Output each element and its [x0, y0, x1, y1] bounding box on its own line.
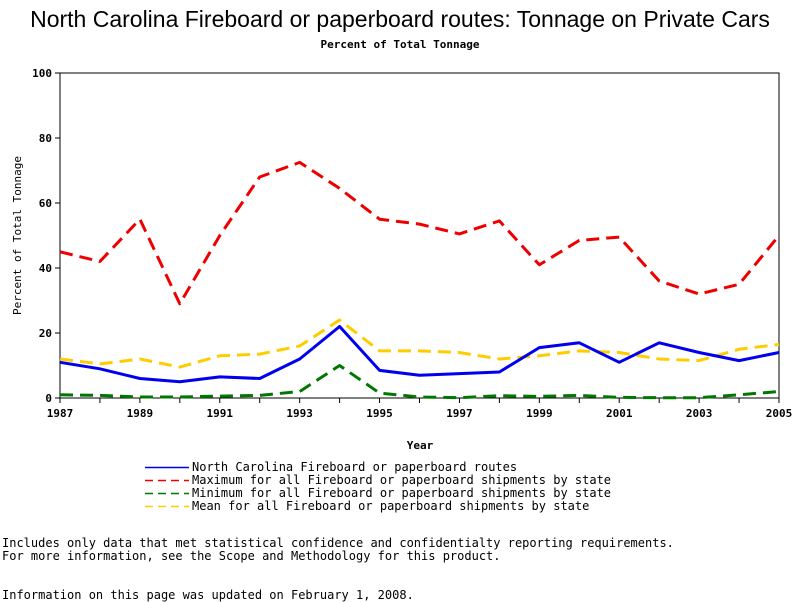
- series-line-1: [59, 160, 781, 306]
- y-tick-label: 40: [39, 262, 52, 275]
- legend-label: Minimum for all Fireboard or paperboard …: [192, 486, 612, 500]
- legend-label: North Carolina Fireboard or paperboard r…: [192, 460, 518, 474]
- x-tick-label: 1993: [286, 407, 313, 420]
- chart-subtitle: Percent of Total Tonnage: [320, 38, 480, 51]
- x-tick-label: 1989: [127, 407, 154, 420]
- series-line-3: [59, 318, 780, 369]
- note-methodology: For more information, see the Scope and …: [2, 549, 501, 563]
- plot-frame: [59, 72, 780, 399]
- legend-label: Maximum for all Fireboard or paperboard …: [192, 473, 612, 487]
- y-tick-label: 0: [45, 392, 52, 405]
- x-tick-label: 1995: [366, 407, 393, 420]
- x-tick-label: 1997: [446, 407, 473, 420]
- note-confidence: Includes only data that met statistical …: [2, 536, 674, 550]
- x-tick-label: 1999: [526, 407, 553, 420]
- series-line-0: [59, 325, 780, 384]
- legend-swatch: [145, 492, 189, 495]
- legend-swatch: [145, 466, 189, 469]
- legend-swatch: [145, 479, 189, 482]
- legend-swatch: [145, 505, 189, 508]
- y-tick-label: 20: [39, 327, 52, 340]
- x-axis-label: Year: [407, 439, 434, 452]
- line-chart: 0 20 40 60 80 100 1987 1989 1991 1993 1995 1997 1999…: [11, 67, 793, 452]
- x-tick-label: 2001: [606, 407, 633, 420]
- chart-title: North Carolina Fireboard or paperboard r…: [30, 6, 770, 32]
- y-tick-label: 80: [39, 132, 52, 145]
- note-updated: Information on this page was updated on …: [2, 588, 414, 602]
- x-tick-label: 2003: [686, 407, 713, 420]
- y-tick-label: 100: [32, 67, 52, 80]
- x-tick-label: 1991: [207, 407, 234, 420]
- x-tick-label: 2005: [766, 407, 793, 420]
- x-tick-label: 1987: [47, 407, 74, 420]
- y-tick-label: 60: [39, 197, 52, 210]
- y-axis-label: Percent of Total Tonnage: [11, 156, 24, 315]
- legend-label: Mean for all Fireboard or paperboard shi…: [192, 499, 590, 513]
